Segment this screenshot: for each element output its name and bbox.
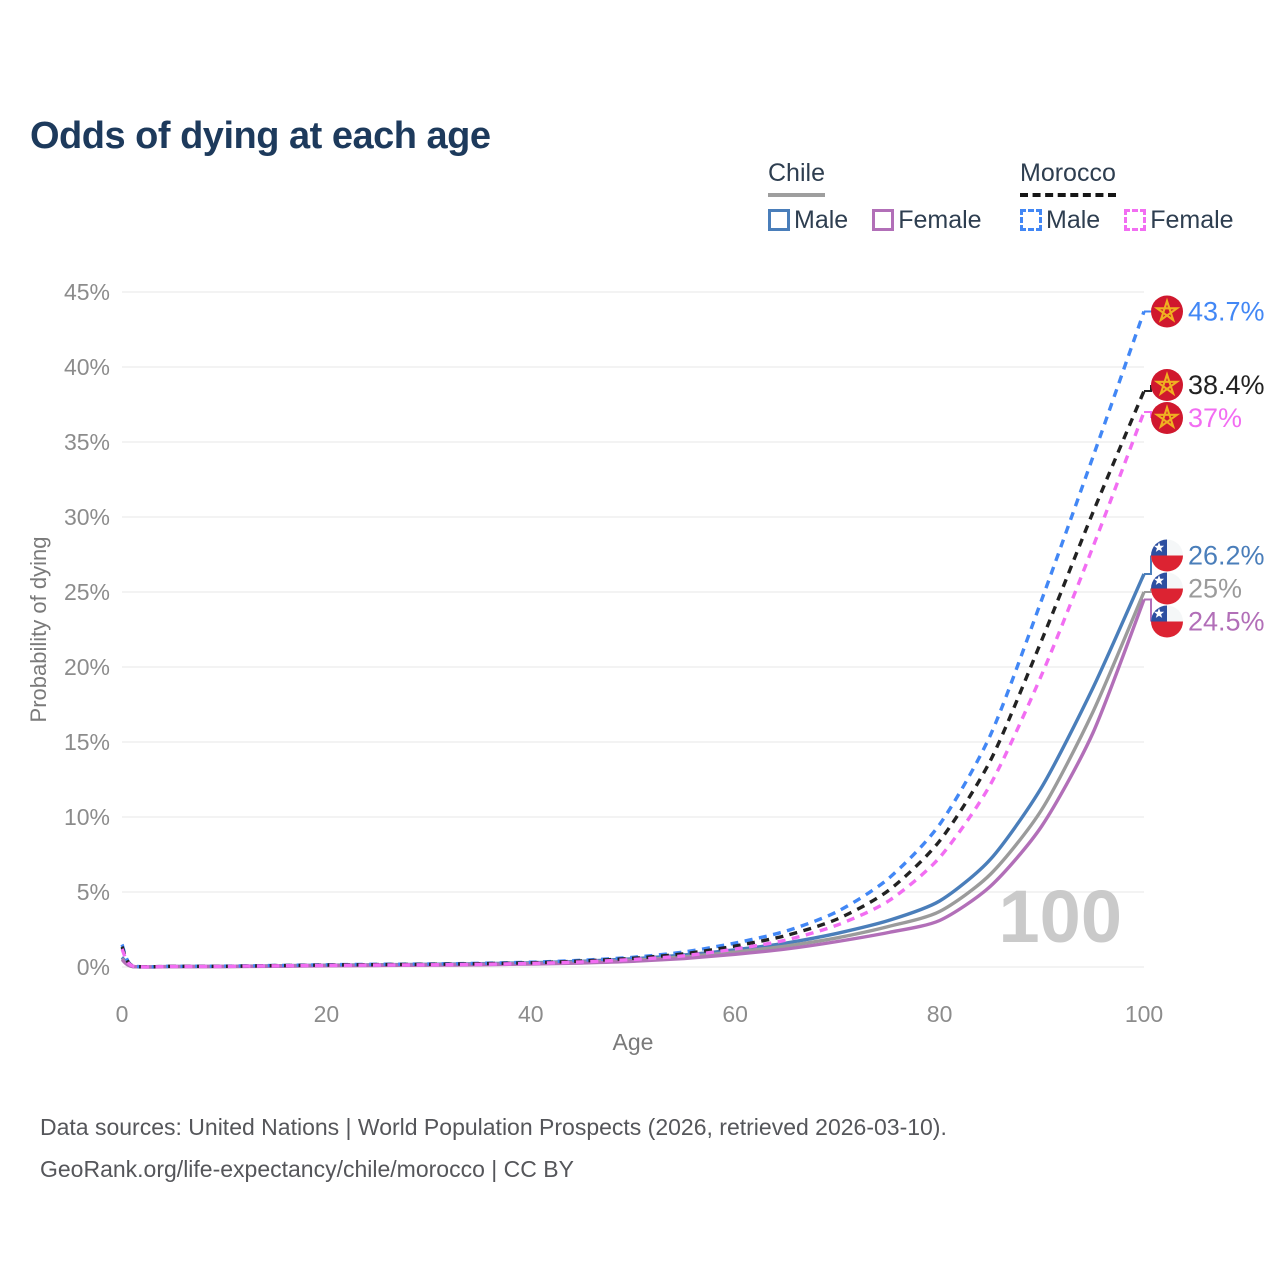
- y-tick-label: 25%: [64, 579, 110, 605]
- y-tick-label: 40%: [64, 354, 110, 380]
- legend-item-morocco-male[interactable]: Male: [1020, 206, 1100, 235]
- series-line-morocco-male[interactable]: [120, 310, 1146, 969]
- end-value-label-morocco-both: 38.4%: [1188, 370, 1265, 400]
- label-connector-chile-both: [1144, 588, 1152, 593]
- legend-item-label: Female: [1150, 205, 1234, 234]
- end-value-label-chile-female: 24.5%: [1188, 607, 1265, 637]
- legend-item-chile-male[interactable]: Male: [768, 206, 848, 235]
- series-line-chile-both[interactable]: [120, 591, 1146, 969]
- y-tick-label: 10%: [64, 804, 110, 830]
- y-tick-label: 45%: [64, 279, 110, 305]
- morocco-flag-icon: [1151, 402, 1183, 434]
- y-tick-label: 20%: [64, 654, 110, 680]
- chile-flag-icon: [1151, 605, 1183, 638]
- y-tick-label: 35%: [64, 429, 110, 455]
- series-line-chile-male[interactable]: [120, 573, 1146, 969]
- label-connector-morocco-both: [1144, 385, 1152, 392]
- legend-item-label: Female: [898, 205, 982, 234]
- end-value-label-morocco-male: 43.7%: [1188, 297, 1265, 327]
- legend-chile-label: Chile: [768, 159, 825, 187]
- page-title: Odds of dying at each age: [30, 115, 491, 158]
- footer-line-1: Data sources: United Nations | World Pop…: [40, 1114, 947, 1140]
- legend-group-chile: Chile Male Female: [768, 159, 982, 235]
- label-connector-chile-female: [1144, 598, 1152, 622]
- morocco-flag-icon: [1151, 295, 1183, 328]
- x-tick-label: 0: [116, 1001, 129, 1027]
- y-axis-title: Probability of dying: [26, 537, 51, 723]
- end-value-label-chile-male: 26.2%: [1188, 541, 1265, 571]
- y-tick-label: 5%: [77, 879, 110, 905]
- chile-female-swatch-icon: [872, 209, 895, 231]
- x-axis-title: Age: [613, 1029, 654, 1055]
- x-tick-label: 40: [518, 1001, 544, 1027]
- chile-flag-icon: [1151, 539, 1183, 572]
- legend-group-morocco: Morocco Male Female: [1020, 159, 1234, 235]
- chile-flag-icon: [1151, 572, 1183, 605]
- end-value-label-chile-both: 25%: [1188, 574, 1242, 604]
- age-watermark: 100: [999, 875, 1122, 958]
- x-tick-label: 60: [722, 1001, 748, 1027]
- legend-chile-title[interactable]: Chile: [768, 159, 825, 197]
- end-value-label-morocco-female: 37%: [1188, 403, 1242, 433]
- data-source-footer: Data sources: United Nations | World Pop…: [40, 1106, 947, 1190]
- legend-item-chile-female[interactable]: Female: [872, 205, 982, 235]
- x-tick-label: 100: [1125, 1001, 1163, 1027]
- x-tick-label: 20: [314, 1001, 340, 1027]
- legend-item-label: Male: [1046, 205, 1101, 234]
- morocco-flag-icon: [1151, 369, 1183, 401]
- x-tick-label: 80: [927, 1001, 953, 1027]
- legend-morocco-title[interactable]: Morocco: [1020, 159, 1116, 197]
- footer-line-2: GeoRank.org/life-expectancy/chile/morocc…: [40, 1156, 574, 1182]
- y-tick-label: 30%: [64, 504, 110, 530]
- y-tick-label: 15%: [64, 729, 110, 755]
- legend-item-morocco-female[interactable]: Female: [1124, 205, 1234, 235]
- series-line-morocco-female[interactable]: [120, 411, 1146, 969]
- label-connector-morocco-female: [1144, 411, 1152, 418]
- morocco-male-swatch-icon: [1020, 209, 1042, 231]
- series-line-morocco-both[interactable]: [120, 390, 1146, 969]
- label-connector-chile-male: [1144, 555, 1152, 575]
- legend-morocco-label: Morocco: [1020, 159, 1116, 187]
- y-tick-label: 0%: [77, 954, 110, 980]
- morocco-female-swatch-icon: [1124, 209, 1147, 231]
- chile-male-swatch-icon: [768, 209, 790, 231]
- legend-item-label: Male: [794, 205, 849, 234]
